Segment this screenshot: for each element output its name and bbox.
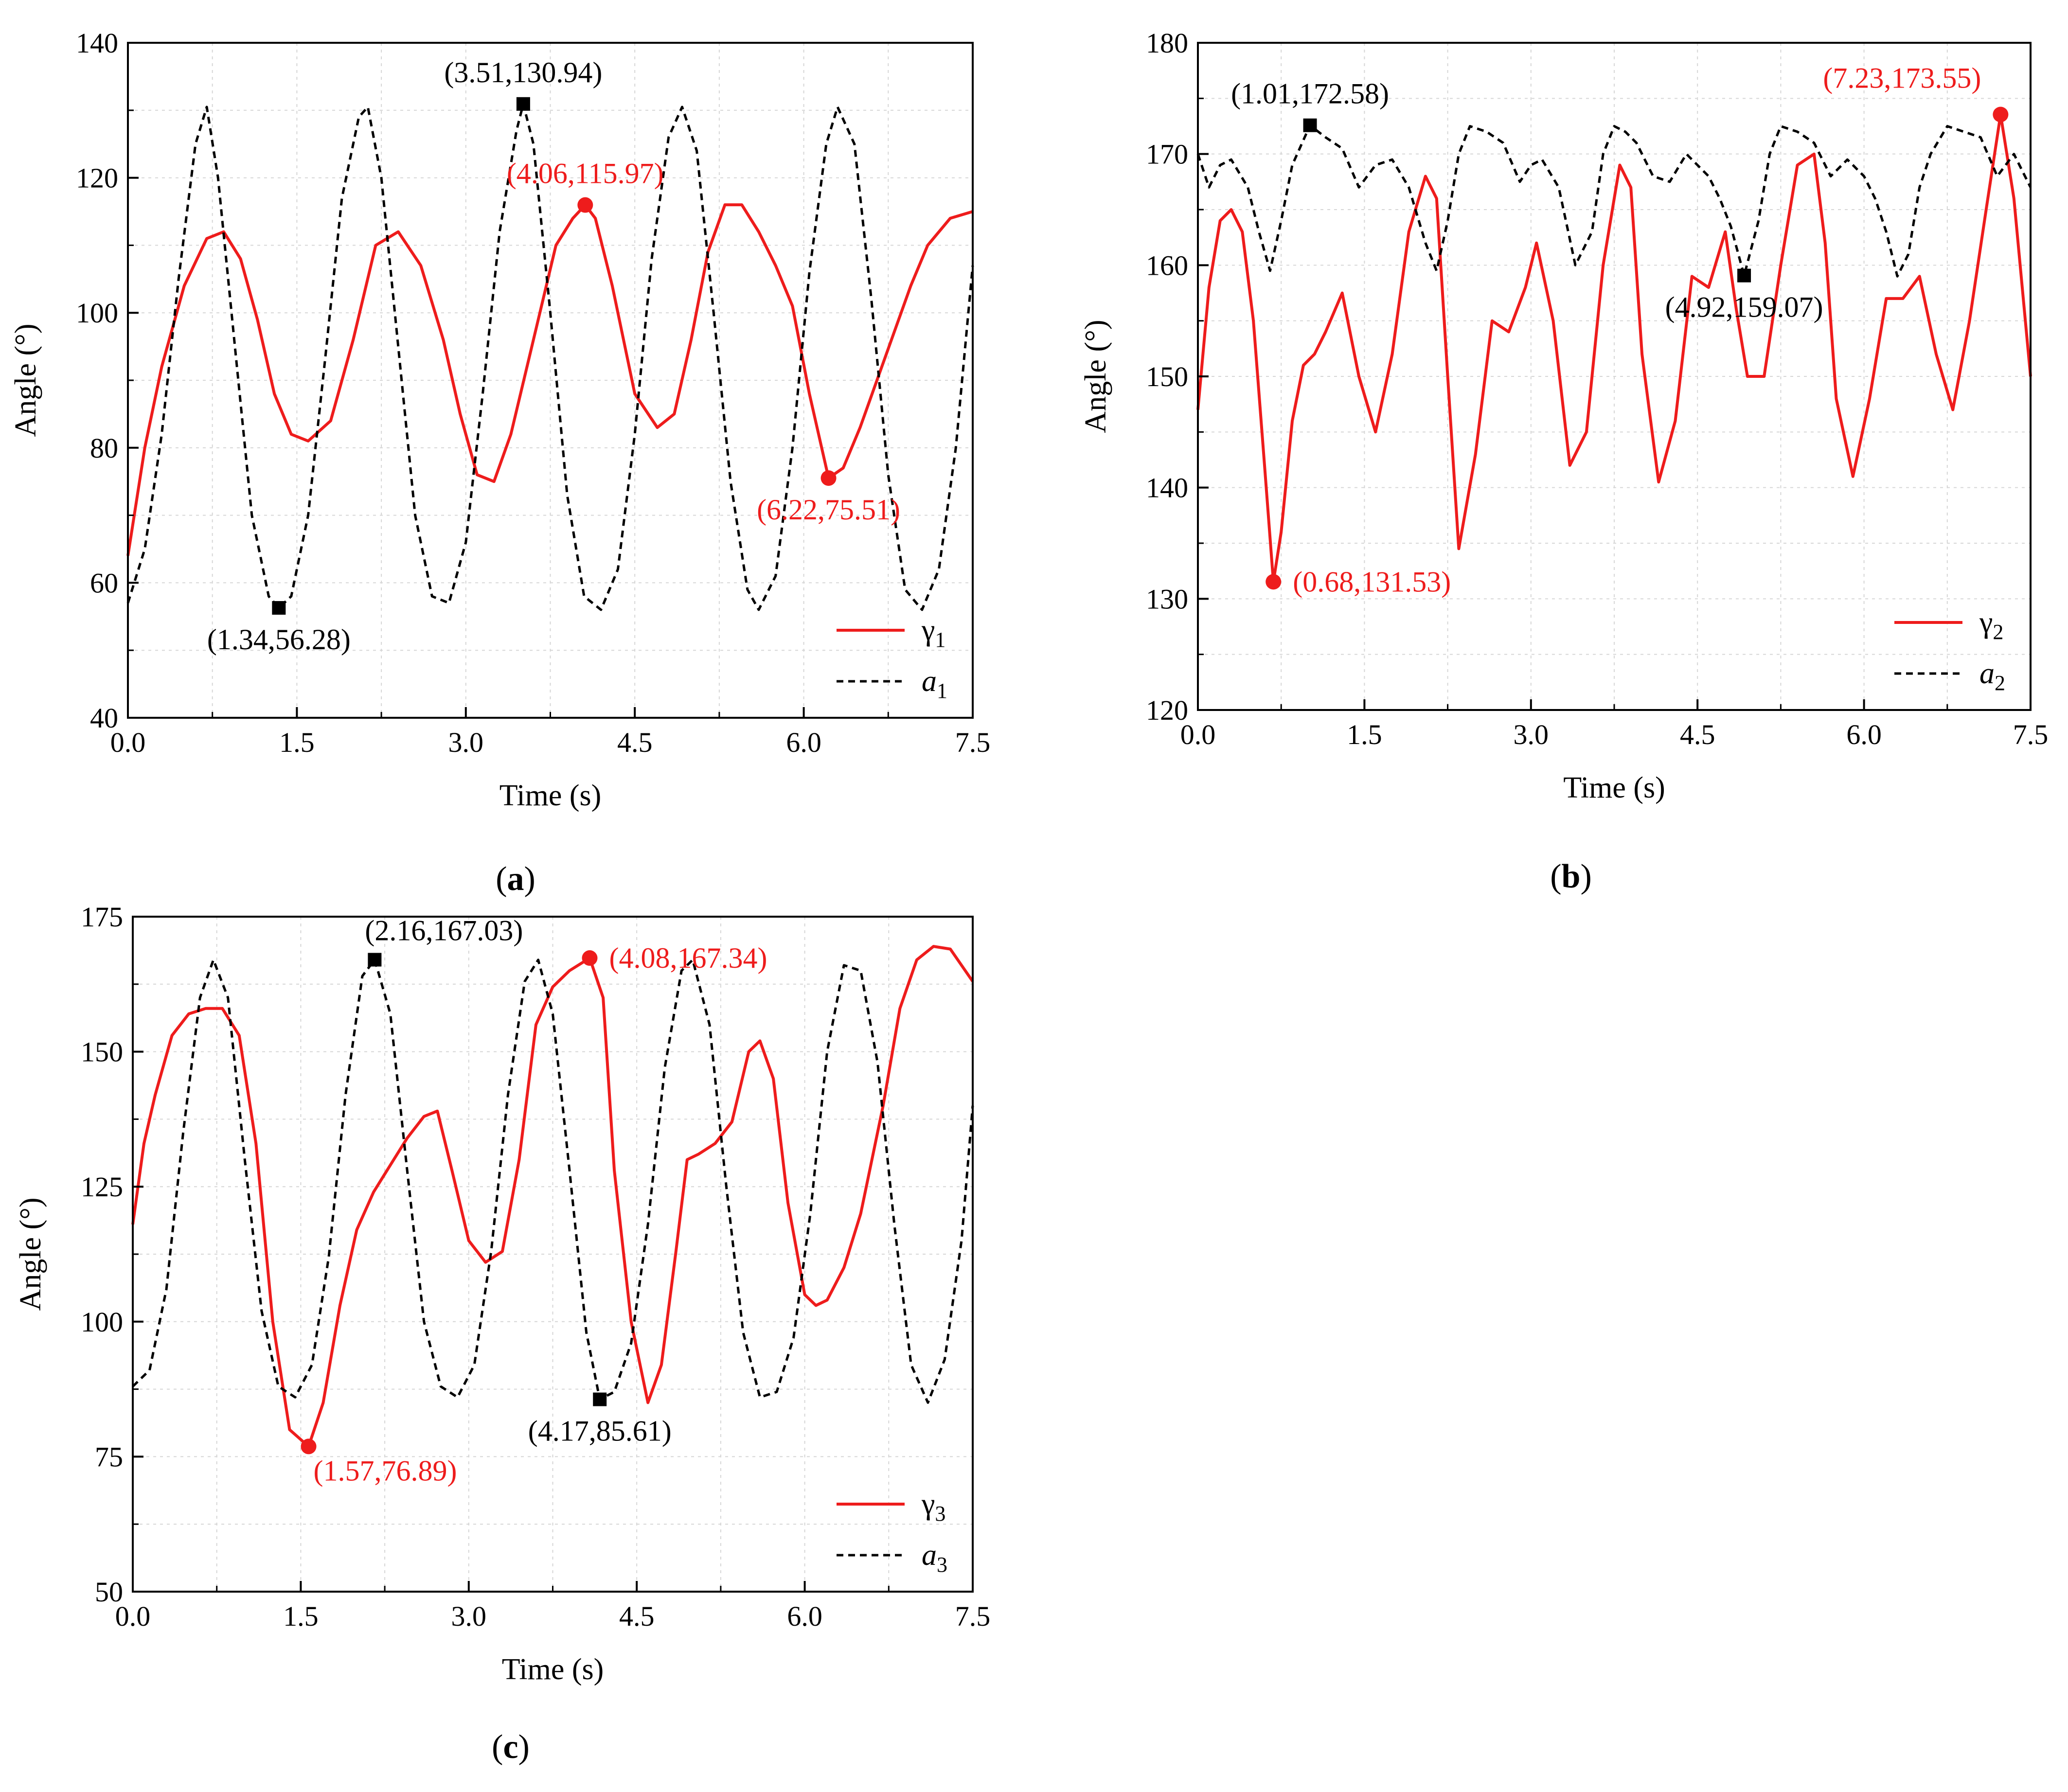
y-axis-title: Angle (°) <box>1079 319 1112 433</box>
y-tick-label: 140 <box>1146 472 1188 504</box>
annotation-label: (1.01,172.58) <box>1231 78 1389 110</box>
series-line-γ3 <box>131 945 974 1448</box>
legend-label: γ2 <box>1979 606 2003 644</box>
y-tick-label: 120 <box>76 162 118 194</box>
y-tick-label: 180 <box>1146 27 1188 59</box>
panel-label: (b) <box>1550 858 1592 895</box>
x-tick-label: 7.5 <box>955 727 991 758</box>
marker-square <box>1737 268 1751 283</box>
y-tick-label: 100 <box>81 1306 123 1338</box>
y-tick-label: 150 <box>81 1036 123 1068</box>
legend-label: γ1 <box>921 614 945 652</box>
panel-c: 0.0 1.5 3.0 4.5 6.0 7.5 50 75 100 125 150 175 Time (… <box>14 901 990 1766</box>
x-tick-label: 1.5 <box>283 1600 319 1632</box>
panel-b: 0.0 1.5 3.0 4.5 6.0 7.5 120 130 140 150 160 170 180 T… <box>1079 27 2048 895</box>
y-tick-label: 130 <box>1146 583 1188 615</box>
y-tick-label: 160 <box>1146 249 1188 281</box>
marker-circle <box>1993 106 2009 123</box>
x-axis-title: Time (s) <box>1563 771 1665 804</box>
x-tick-label: 6.0 <box>787 1600 822 1632</box>
marker-circle <box>820 470 837 486</box>
y-tick-label: 75 <box>95 1441 123 1473</box>
annotation-label: (4.17,85.61) <box>528 1415 672 1447</box>
x-axis-title: Time (s) <box>499 779 602 812</box>
x-tick-label: 0.0 <box>110 727 146 758</box>
marker-square <box>1303 118 1317 132</box>
annotation-label: (2.16,167.03) <box>365 914 523 946</box>
legend-label: γ3 <box>921 1488 945 1526</box>
x-tick-label: 0.0 <box>1180 719 1216 750</box>
y-tick-label: 170 <box>1146 139 1188 170</box>
series-line-γ2 <box>1196 113 2032 584</box>
annotation-label: (4.06,115.97) <box>507 158 664 190</box>
marker-circle <box>582 950 598 966</box>
y-tick-label: 60 <box>90 567 118 599</box>
y-tick-label: 125 <box>81 1171 123 1203</box>
marker-square <box>516 97 530 111</box>
x-tick-label: 6.0 <box>786 727 821 758</box>
x-tick-label: 7.5 <box>955 1600 991 1632</box>
series-line-a3 <box>132 958 974 1404</box>
y-tick-label: 100 <box>76 297 118 329</box>
x-tick-label: 3.0 <box>448 727 484 758</box>
y-tick-label: 50 <box>95 1576 123 1608</box>
annotation-label: (3.51,130.94) <box>444 56 602 89</box>
y-tick-label: 140 <box>76 27 118 59</box>
legend-label: a3 <box>922 1539 947 1577</box>
x-tick-label: 4.5 <box>617 727 653 758</box>
marker-square <box>368 953 382 967</box>
x-tick-label: 7.5 <box>2013 719 2049 750</box>
marker-square <box>593 1392 607 1406</box>
x-tick-label: 4.5 <box>619 1600 655 1632</box>
annotation-label: (0.68,131.53) <box>1293 566 1451 598</box>
x-tick-label: 6.0 <box>1846 719 1882 750</box>
panel-a: 0.0 1.5 3.0 4.5 6.0 7.5 40 60 80 100 120 140 Time (s… <box>9 27 990 898</box>
x-tick-label: 4.5 <box>1680 719 1715 750</box>
x-tick-label: 1.5 <box>279 727 315 758</box>
marker-circle <box>301 1438 317 1455</box>
series-line-a1 <box>126 103 974 611</box>
x-tick-label: 3.0 <box>451 1600 487 1632</box>
panel-label: (c) <box>492 1728 530 1766</box>
marker-circle <box>577 197 593 213</box>
annotation-label: (6.22,75.51) <box>757 494 900 526</box>
x-tick-label: 3.0 <box>1514 719 1549 750</box>
marker-circle <box>1266 574 1282 590</box>
y-tick-label: 80 <box>90 432 118 464</box>
y-tick-label: 120 <box>1146 694 1188 726</box>
annotation-label: (4.92,159.07) <box>1665 291 1823 323</box>
legend-label: a1 <box>922 665 947 703</box>
y-tick-label: 175 <box>81 901 123 933</box>
y-axis-title: Angle (°) <box>9 323 42 437</box>
annotation-label: (7.23,173.55) <box>1823 62 1981 94</box>
y-axis-title: Angle (°) <box>14 1197 47 1311</box>
annotation-label: (4.08,167.34) <box>609 942 767 974</box>
marker-square <box>272 601 286 615</box>
series-line-a2 <box>1196 124 2032 278</box>
y-tick-label: 150 <box>1146 361 1188 392</box>
annotation-label: (1.57,76.89) <box>314 1455 457 1487</box>
y-tick-label: 40 <box>90 702 118 734</box>
x-tick-label: 1.5 <box>1347 719 1382 750</box>
panel-label: (a) <box>496 860 535 898</box>
annotation-label: (1.34,56.28) <box>207 623 351 656</box>
x-tick-label: 0.0 <box>115 1600 151 1632</box>
legend-label: a2 <box>1979 657 2005 695</box>
x-axis-title: Time (s) <box>502 1653 604 1686</box>
